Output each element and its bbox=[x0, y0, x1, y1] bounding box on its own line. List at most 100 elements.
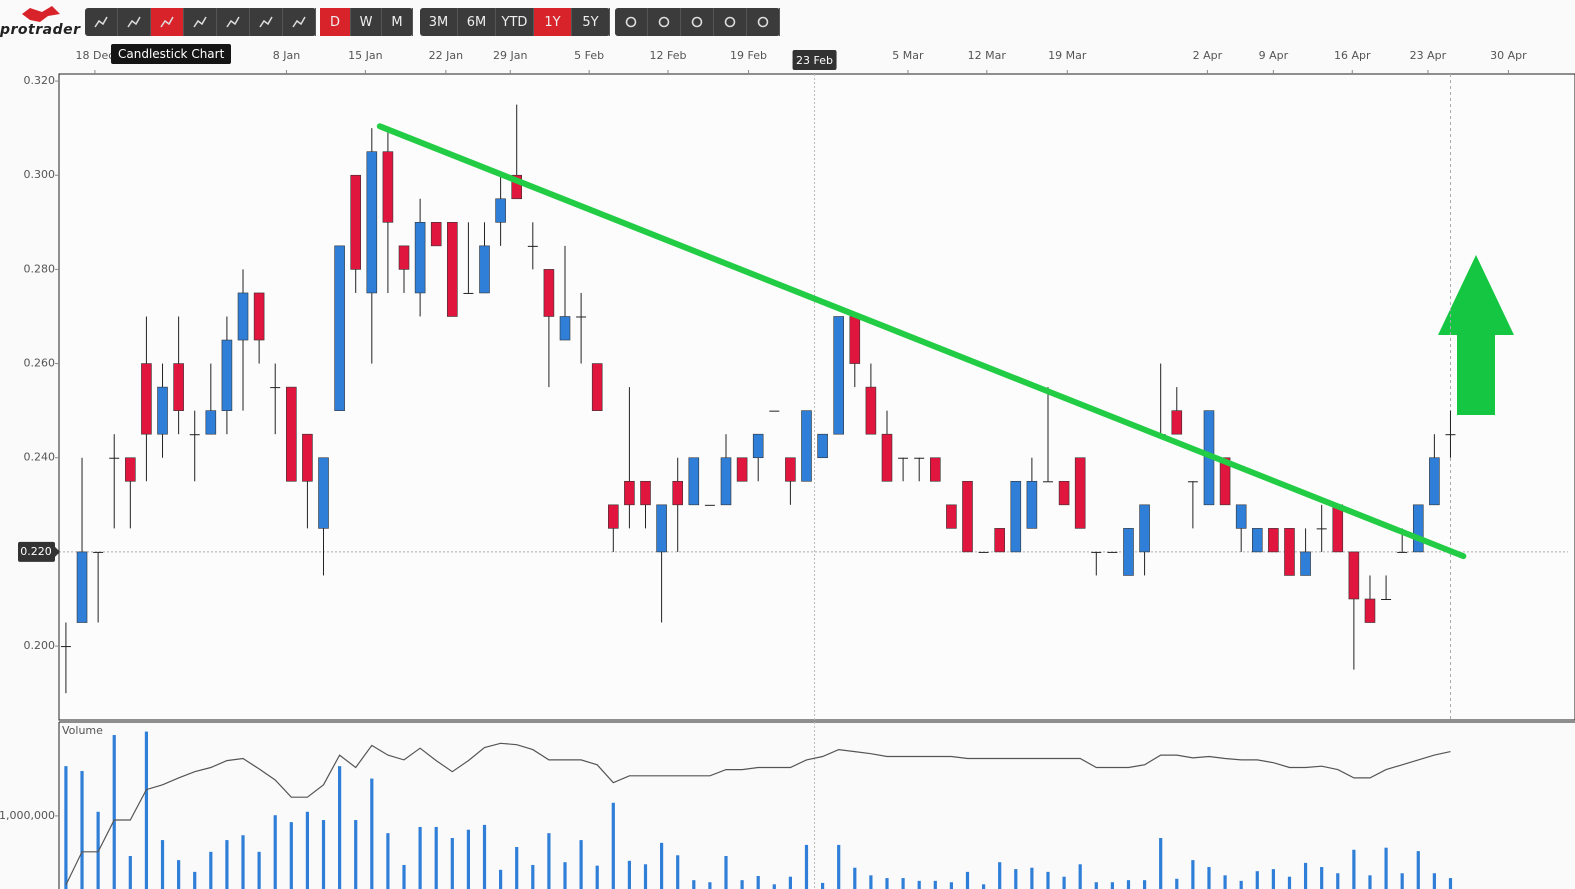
candle-body bbox=[1123, 528, 1134, 576]
volume-average bbox=[65, 742, 1451, 886]
period-button[interactable]: M bbox=[382, 8, 413, 36]
range-button[interactable]: 3M bbox=[420, 8, 458, 36]
tools-group bbox=[615, 8, 780, 36]
volume-bar bbox=[676, 855, 680, 889]
candle-body bbox=[1268, 528, 1279, 553]
crosshair-badge bbox=[792, 50, 837, 70]
icon bbox=[127, 16, 141, 28]
candle-body bbox=[769, 410, 780, 412]
tool-button[interactable] bbox=[648, 8, 681, 36]
candle-body bbox=[1139, 504, 1150, 553]
chart-type-button[interactable] bbox=[283, 8, 316, 36]
chart-type-button[interactable] bbox=[217, 8, 250, 36]
candle-body bbox=[833, 316, 844, 435]
volume-bar bbox=[756, 876, 760, 889]
candle-body bbox=[1412, 504, 1424, 553]
volume-bar bbox=[1416, 851, 1420, 889]
volume-bar bbox=[80, 770, 84, 889]
candle-body bbox=[253, 292, 265, 341]
volume-bar bbox=[1142, 880, 1147, 889]
x-tick-label: 16 Apr bbox=[1334, 49, 1371, 62]
tool-button[interactable] bbox=[714, 8, 747, 36]
volume-bar bbox=[788, 876, 792, 889]
volume-bar bbox=[209, 851, 213, 889]
candle-body bbox=[898, 457, 909, 459]
chart-type-button[interactable] bbox=[151, 8, 184, 36]
volume-bar bbox=[1030, 867, 1034, 889]
volume-bar bbox=[1175, 878, 1179, 889]
candle-body bbox=[1397, 551, 1408, 553]
range-button[interactable]: YTD bbox=[496, 8, 534, 36]
volume-bar bbox=[740, 880, 744, 889]
period-button[interactable]: W bbox=[351, 8, 382, 36]
candle-body bbox=[720, 457, 732, 506]
candle-body bbox=[109, 457, 120, 459]
volume-bar bbox=[1352, 849, 1356, 889]
range-group: 3M 6M YTD 1Y 5Y bbox=[420, 8, 610, 36]
candle-body bbox=[1187, 481, 1198, 483]
x-tick-label: 2 Apr bbox=[1193, 49, 1223, 62]
volume-bar bbox=[547, 833, 551, 889]
volume-bar bbox=[869, 875, 873, 889]
candle-body bbox=[479, 245, 490, 294]
icon bbox=[757, 16, 769, 28]
volume-bar bbox=[354, 820, 358, 889]
volume-bar bbox=[595, 865, 599, 889]
candle-body bbox=[1381, 598, 1392, 600]
volume-bar bbox=[885, 878, 889, 889]
candle-body bbox=[1171, 410, 1183, 435]
candle-body bbox=[511, 174, 522, 200]
candle-body bbox=[463, 292, 474, 294]
tool-button[interactable] bbox=[681, 8, 714, 36]
candle-body bbox=[688, 457, 700, 506]
range-button[interactable]: 6M bbox=[458, 8, 496, 36]
volume-bar bbox=[193, 871, 197, 889]
x-tick-label: 5 Feb bbox=[574, 49, 604, 62]
period-button[interactable]: D bbox=[320, 8, 351, 36]
candle-body bbox=[736, 457, 748, 482]
volume-bar bbox=[1271, 869, 1275, 889]
volume-bar bbox=[837, 844, 841, 889]
candle-body bbox=[1332, 504, 1344, 553]
candle-body bbox=[1091, 551, 1102, 553]
y-tick-label: 0.280 bbox=[24, 262, 56, 275]
icon bbox=[94, 16, 108, 28]
volume-bar bbox=[627, 860, 632, 889]
icon bbox=[226, 16, 240, 28]
volume-bar bbox=[1046, 871, 1050, 889]
candle-body bbox=[270, 387, 281, 389]
candle-body bbox=[930, 457, 941, 482]
candle-body bbox=[640, 480, 651, 506]
last-price-badge bbox=[18, 541, 55, 562]
chart-type-button[interactable] bbox=[184, 8, 217, 36]
tool-button[interactable] bbox=[615, 8, 648, 36]
chart-type-button[interactable] bbox=[85, 8, 118, 36]
chart-type-button[interactable] bbox=[250, 8, 283, 36]
volume-bar bbox=[241, 835, 245, 889]
candle-body bbox=[173, 363, 184, 411]
volume-bar bbox=[1110, 882, 1114, 889]
x-tick-label: 19 Feb bbox=[730, 49, 767, 62]
candle-body bbox=[157, 386, 168, 435]
volume-bar bbox=[1368, 875, 1372, 889]
range-button[interactable]: 5Y bbox=[572, 8, 610, 36]
range-button[interactable]: 1Y bbox=[534, 8, 572, 36]
candle-body bbox=[946, 504, 957, 529]
chart-type-button[interactable] bbox=[118, 8, 151, 36]
candle-body bbox=[495, 198, 506, 223]
candle-body bbox=[318, 457, 329, 529]
crosshair-label: 23 Feb bbox=[796, 54, 833, 67]
x-tick-label: 22 Jan bbox=[429, 49, 463, 62]
candle-body bbox=[1251, 528, 1263, 553]
candle-body bbox=[1235, 504, 1247, 529]
candle-body bbox=[914, 457, 925, 459]
tool-button[interactable] bbox=[747, 8, 780, 36]
x-tick-label: 19 Mar bbox=[1048, 49, 1087, 62]
candle-body bbox=[527, 245, 538, 247]
candle-body bbox=[576, 316, 587, 318]
volume-bar bbox=[772, 884, 776, 889]
candle-body bbox=[334, 245, 345, 411]
icon bbox=[691, 16, 703, 28]
